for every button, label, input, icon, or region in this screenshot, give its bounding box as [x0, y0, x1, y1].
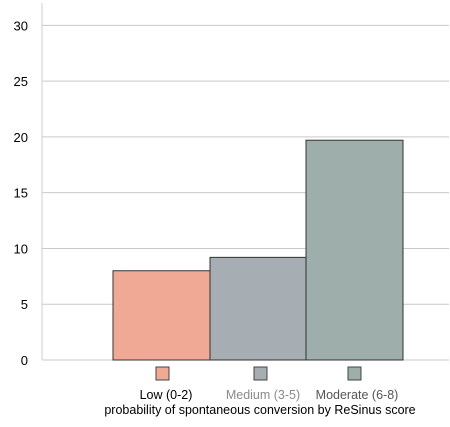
y-tick-label-25: 25	[14, 74, 28, 89]
bars	[112, 139, 404, 361]
bar-2	[209, 256, 307, 361]
bar-1	[112, 270, 211, 361]
category-label-1: Low (0-2)	[140, 388, 193, 402]
x-axis-title: probability of spontaneous conversion by…	[104, 403, 415, 417]
y-tick-label-10: 10	[14, 241, 28, 256]
y-tick-label-0: 0	[21, 353, 28, 368]
category-label-3: Moderate (6-8)	[316, 388, 399, 402]
legend-swatch-1	[155, 366, 170, 381]
bar-3	[305, 139, 404, 361]
legend-swatch-3	[347, 366, 362, 381]
legend-swatch-2	[253, 366, 268, 381]
y-tick-labels: 0 5 10 15 20 25 30	[14, 18, 28, 368]
category-legend: Low (0-2) Medium (3-5) Moderate (6-8)	[140, 366, 399, 402]
y-tick-label-15: 15	[14, 186, 28, 201]
y-tick-label-20: 20	[14, 130, 28, 145]
y-tick-label-5: 5	[21, 297, 28, 312]
category-label-2: Medium (3-5)	[226, 388, 300, 402]
y-tick-label-30: 30	[14, 18, 28, 33]
